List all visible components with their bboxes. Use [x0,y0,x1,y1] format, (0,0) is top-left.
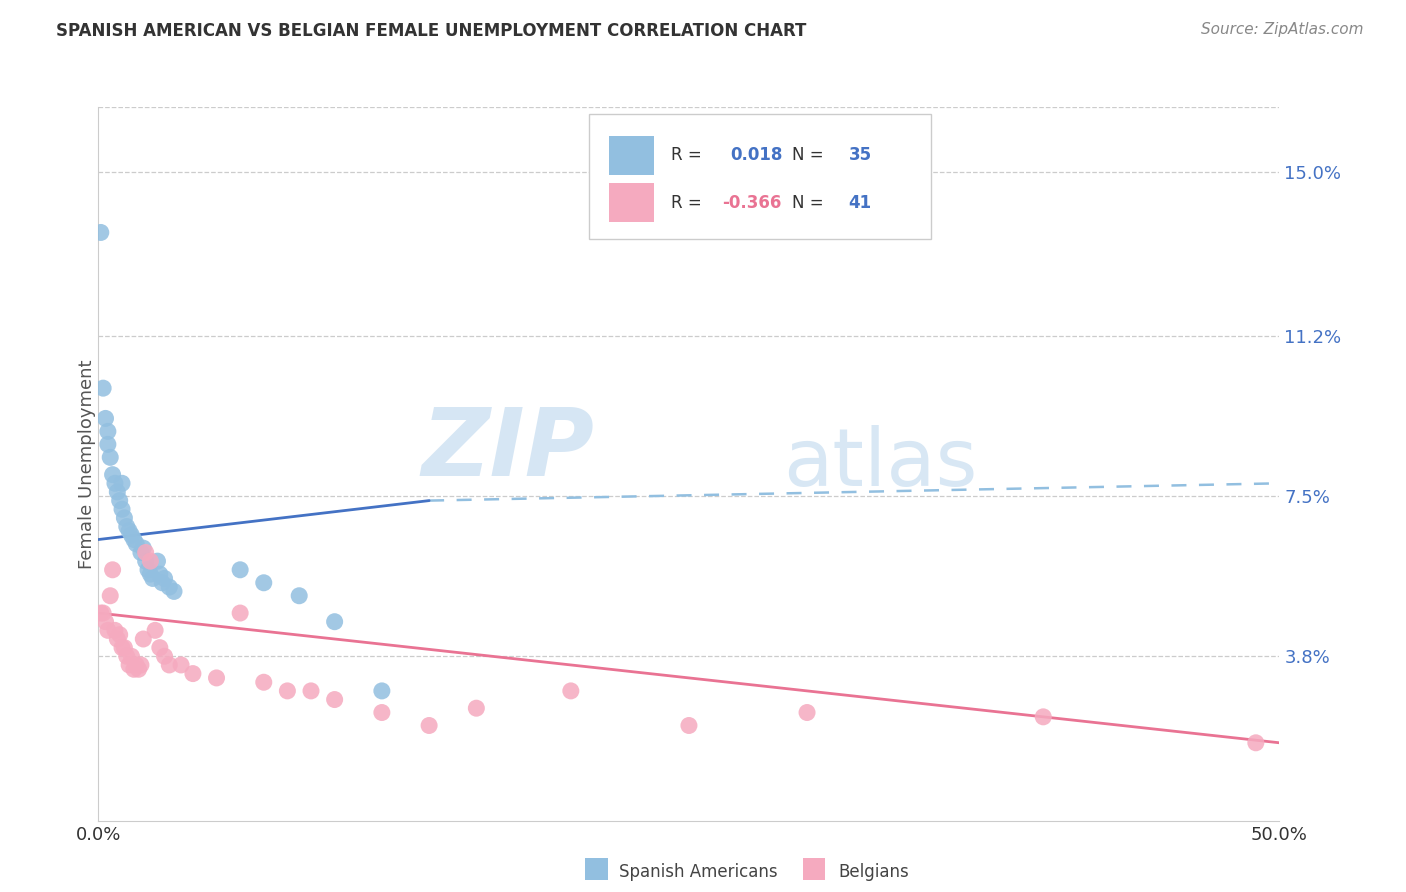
Text: atlas: atlas [783,425,977,503]
Point [371,706,394,720]
Point [98,450,121,465]
Point [205,671,228,685]
Text: 0.018: 0.018 [730,146,783,164]
Point [678,718,700,732]
Text: Source: ZipAtlas.com: Source: ZipAtlas.com [1201,22,1364,37]
Point [135,545,157,559]
Point [111,476,134,491]
Point [118,524,141,538]
Point [94,411,117,425]
Point [104,624,127,638]
Point [132,541,155,556]
Text: Spanish Americans: Spanish Americans [619,863,778,881]
Point [170,657,193,672]
Text: SPANISH AMERICAN VS BELGIAN FEMALE UNEMPLOYMENT CORRELATION CHART: SPANISH AMERICAN VS BELGIAN FEMALE UNEMP… [56,22,807,40]
Point [94,615,117,629]
Text: N =: N = [792,194,828,211]
Point [418,718,440,732]
Point [157,657,180,672]
FancyBboxPatch shape [589,114,931,239]
Point [139,567,162,582]
Point [90,606,112,620]
Point [121,649,143,664]
Point [121,528,143,542]
Text: N =: N = [792,146,828,164]
Point [323,615,346,629]
Point [104,476,127,491]
Point [132,632,155,646]
Point [115,519,138,533]
Point [112,640,135,655]
Point [115,649,138,664]
Point [111,502,134,516]
Point [108,628,131,642]
Point [97,425,120,439]
Point [125,537,148,551]
Point [142,571,165,585]
Point [97,624,120,638]
Point [101,563,124,577]
Text: 41: 41 [848,194,872,211]
Point [150,575,173,590]
Point [560,684,582,698]
Point [796,706,818,720]
Point [229,563,252,577]
Point [1032,710,1054,724]
Point [118,657,141,672]
FancyBboxPatch shape [609,183,654,222]
Point [288,589,311,603]
Point [1244,736,1267,750]
Point [111,640,134,655]
Point [108,493,131,508]
Point [129,657,152,672]
Point [122,533,145,547]
Y-axis label: Female Unemployment: Female Unemployment [79,359,96,568]
Point [112,511,135,525]
Point [135,554,157,568]
Point [149,640,172,655]
Point [143,624,166,638]
Point [122,662,145,676]
Point [153,649,176,664]
Point [163,584,186,599]
Point [153,571,176,585]
Point [149,567,172,582]
Text: -0.366: -0.366 [723,194,782,211]
Point [90,226,112,240]
Point [91,606,114,620]
Point [253,575,276,590]
Point [253,675,276,690]
Point [105,632,128,646]
Point [128,662,150,676]
Text: ZIP: ZIP [422,403,595,496]
Point [125,657,148,672]
Point [101,467,124,482]
Point [105,485,128,500]
Point [276,684,298,698]
Point [97,437,120,451]
Text: R =: R = [671,146,707,164]
Text: R =: R = [671,194,707,211]
Point [129,545,152,559]
Point [371,684,394,698]
FancyBboxPatch shape [609,136,654,175]
Point [181,666,204,681]
Point [146,554,169,568]
Point [157,580,180,594]
Point [98,589,121,603]
Point [136,563,159,577]
Text: 35: 35 [848,146,872,164]
Point [465,701,488,715]
Point [91,381,114,395]
Point [139,554,162,568]
Point [323,692,346,706]
Text: Belgians: Belgians [838,863,908,881]
Point [299,684,322,698]
Point [229,606,252,620]
